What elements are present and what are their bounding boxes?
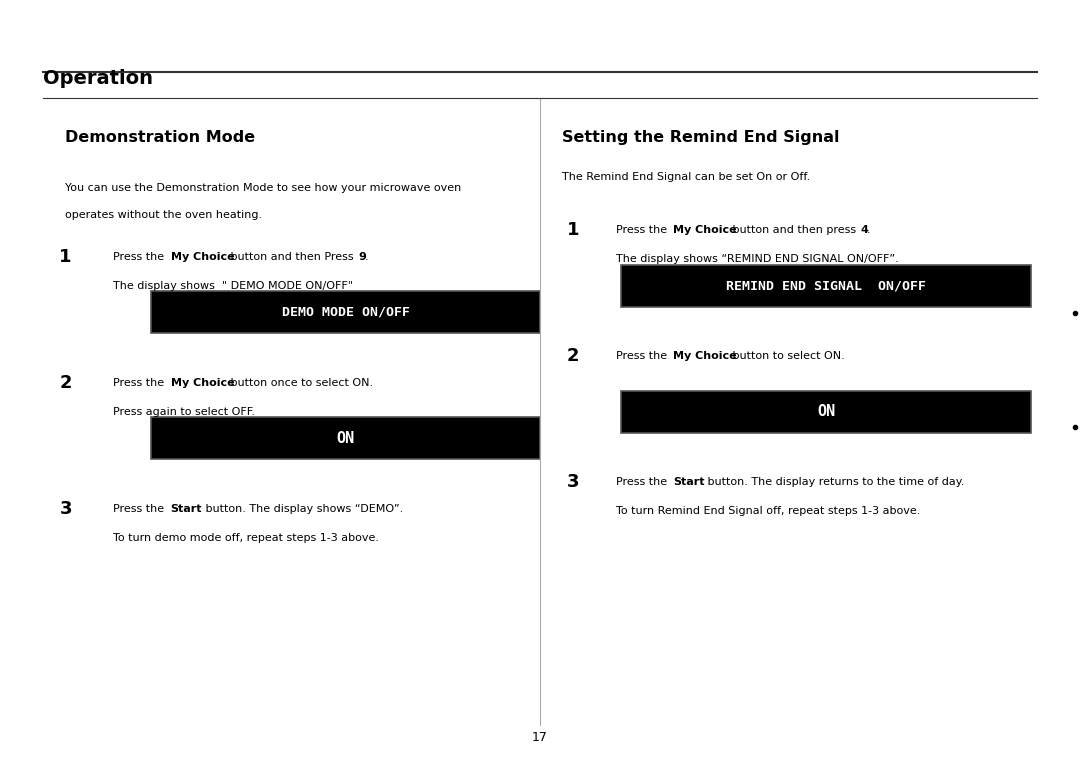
Text: To turn Remind End Signal off, repeat steps 1-3 above.: To turn Remind End Signal off, repeat st… — [616, 506, 920, 516]
Text: Operation: Operation — [43, 69, 153, 88]
Text: The Remind End Signal can be set On or Off.: The Remind End Signal can be set On or O… — [562, 172, 810, 182]
Text: The display shows  " DEMO MODE ON/OFF": The display shows " DEMO MODE ON/OFF" — [113, 281, 353, 291]
Text: 1: 1 — [59, 248, 72, 266]
Text: My Choice: My Choice — [673, 351, 737, 361]
Text: My Choice: My Choice — [673, 225, 737, 235]
Text: 3: 3 — [59, 500, 72, 518]
Text: DEMO MODE ON/OFF: DEMO MODE ON/OFF — [282, 306, 409, 319]
Text: Demonstration Mode: Demonstration Mode — [65, 130, 255, 145]
Text: button and then press: button and then press — [729, 225, 860, 235]
Text: button once to select ON.: button once to select ON. — [227, 378, 374, 388]
Text: button. The display returns to the time of day.: button. The display returns to the time … — [704, 477, 964, 487]
Text: .: . — [867, 225, 870, 235]
Text: ON: ON — [337, 431, 354, 446]
Text: Setting the Remind End Signal: Setting the Remind End Signal — [562, 130, 839, 145]
Text: My Choice: My Choice — [171, 252, 234, 262]
Text: ON: ON — [818, 404, 835, 419]
Text: 4: 4 — [861, 225, 868, 235]
Text: Press the: Press the — [113, 504, 168, 513]
Text: Press the: Press the — [616, 477, 671, 487]
Text: 17: 17 — [532, 731, 548, 744]
Text: You can use the Demonstration Mode to see how your microwave oven: You can use the Demonstration Mode to se… — [65, 183, 461, 193]
FancyBboxPatch shape — [151, 417, 540, 459]
Text: REMIND END SIGNAL  ON/OFF: REMIND END SIGNAL ON/OFF — [726, 279, 927, 292]
Text: .: . — [365, 252, 368, 262]
Text: 1: 1 — [567, 221, 580, 240]
Text: 2: 2 — [567, 347, 580, 365]
Text: button and then Press: button and then Press — [227, 252, 357, 262]
Text: Press again to select OFF.: Press again to select OFF. — [113, 407, 255, 417]
Text: Start: Start — [673, 477, 704, 487]
FancyBboxPatch shape — [621, 265, 1031, 307]
Text: 9: 9 — [359, 252, 366, 262]
Text: Start: Start — [171, 504, 202, 513]
Text: Press the: Press the — [616, 225, 671, 235]
Text: button. The display shows “DEMO”.: button. The display shows “DEMO”. — [202, 504, 403, 513]
Text: 3: 3 — [567, 473, 580, 491]
Text: The display shows “REMIND END SIGNAL ON/OFF”.: The display shows “REMIND END SIGNAL ON/… — [616, 254, 899, 264]
Text: Press the: Press the — [113, 378, 168, 388]
Text: My Choice: My Choice — [171, 378, 234, 388]
Text: Press the: Press the — [616, 351, 671, 361]
Text: 2: 2 — [59, 374, 72, 392]
Text: To turn demo mode off, repeat steps 1-3 above.: To turn demo mode off, repeat steps 1-3 … — [113, 533, 379, 542]
FancyBboxPatch shape — [621, 391, 1031, 433]
FancyBboxPatch shape — [151, 291, 540, 333]
Text: operates without the oven heating.: operates without the oven heating. — [65, 210, 262, 220]
Text: Press the: Press the — [113, 252, 168, 262]
Text: button to select ON.: button to select ON. — [729, 351, 845, 361]
